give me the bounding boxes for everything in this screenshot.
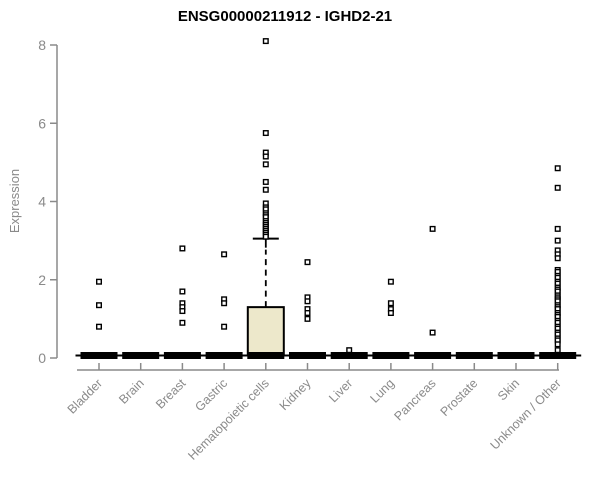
outlier-point — [304, 259, 311, 266]
boxplot-lung — [367, 278, 415, 359]
outlier-point — [554, 255, 561, 262]
y-tick-label: 2 — [38, 272, 46, 288]
x-tick-label: Unknown / Other — [488, 376, 564, 452]
y-tick-label: 4 — [38, 194, 46, 210]
outlier-point — [221, 300, 228, 307]
outlier-point — [387, 300, 394, 307]
boxplot-liver — [325, 347, 373, 359]
boxplot-hematopoietic-cells — [242, 38, 290, 359]
outlier-point — [221, 323, 228, 330]
outlier-point — [262, 153, 269, 160]
x-tick-label: Bladder — [65, 376, 105, 416]
median-bar — [497, 352, 535, 359]
outlier-point — [221, 251, 228, 258]
x-tick-label: Skin — [495, 376, 522, 403]
outlier-point — [95, 278, 102, 285]
boxplot-unknown-other — [534, 165, 582, 359]
plot-area — [75, 38, 582, 359]
outlier-point — [262, 130, 269, 137]
x-tick-label: Gastric — [192, 376, 230, 414]
x-tick-label: Hematopoietic cells — [185, 376, 272, 463]
outlier-point — [262, 161, 269, 168]
outlier-point — [95, 302, 102, 309]
outlier-point — [262, 233, 269, 240]
outlier-point — [554, 225, 561, 232]
x-tick-label: Liver — [326, 376, 355, 405]
outlier-point — [179, 308, 186, 315]
boxplot-pancreas — [409, 225, 457, 359]
outlier-point — [179, 288, 186, 295]
median-bar — [330, 352, 368, 359]
boxplot-gastric — [200, 251, 248, 359]
outlier-point — [554, 237, 561, 244]
y-tick-label: 8 — [38, 37, 46, 53]
median-bar — [205, 352, 243, 359]
outlier-point — [429, 225, 436, 232]
median-bar — [539, 352, 577, 359]
x-tick-label: Prostate — [438, 376, 481, 419]
y-tick-label: 6 — [38, 115, 46, 131]
outlier-point — [429, 329, 436, 336]
outlier-point — [179, 245, 186, 252]
median-bar — [414, 352, 452, 359]
outlier-point — [304, 315, 311, 322]
boxplot-breast — [158, 245, 206, 359]
boxplot-brain — [117, 352, 165, 359]
x-tick-label: Lung — [367, 376, 397, 406]
y-axis-label: Expression — [7, 169, 22, 233]
boxplot-skin — [492, 352, 540, 359]
median-bar — [455, 352, 493, 359]
median-bar — [372, 352, 410, 359]
outlier-point — [262, 38, 269, 45]
outlier-point — [554, 165, 561, 172]
outlier-point — [554, 184, 561, 191]
boxplot-prostate — [450, 352, 498, 359]
outlier-point — [387, 278, 394, 285]
outlier-point — [554, 347, 561, 354]
outlier-point — [304, 298, 311, 305]
outlier-point — [304, 310, 311, 317]
median-bar — [163, 352, 201, 359]
median-bar — [247, 352, 285, 359]
median-bar — [289, 352, 326, 359]
y-tick-label: 0 — [38, 350, 46, 366]
box-iqr — [246, 306, 285, 357]
outlier-point — [387, 310, 394, 317]
median-bar — [122, 352, 160, 359]
boxplot-kidney — [284, 259, 331, 359]
median-bar — [80, 352, 118, 359]
axes: 0 2 4 6 8 Bladder Brain Breast GastricHematopoie… — [38, 37, 564, 463]
boxplot-bladder — [75, 278, 123, 359]
outlier-point — [262, 178, 269, 185]
x-tick-label: Breast — [153, 376, 189, 412]
outlier-point — [554, 341, 561, 348]
outlier-point — [179, 319, 186, 326]
outlier-point — [346, 347, 353, 354]
x-tick-label: Kidney — [277, 376, 314, 413]
outlier-point — [262, 186, 269, 193]
chart-title: ENSG00000211912 - IGHD2-21 — [178, 8, 392, 25]
x-tick-label: Pancreas — [391, 376, 438, 423]
x-tick-label: Brain — [116, 376, 147, 407]
outlier-point — [95, 323, 102, 330]
